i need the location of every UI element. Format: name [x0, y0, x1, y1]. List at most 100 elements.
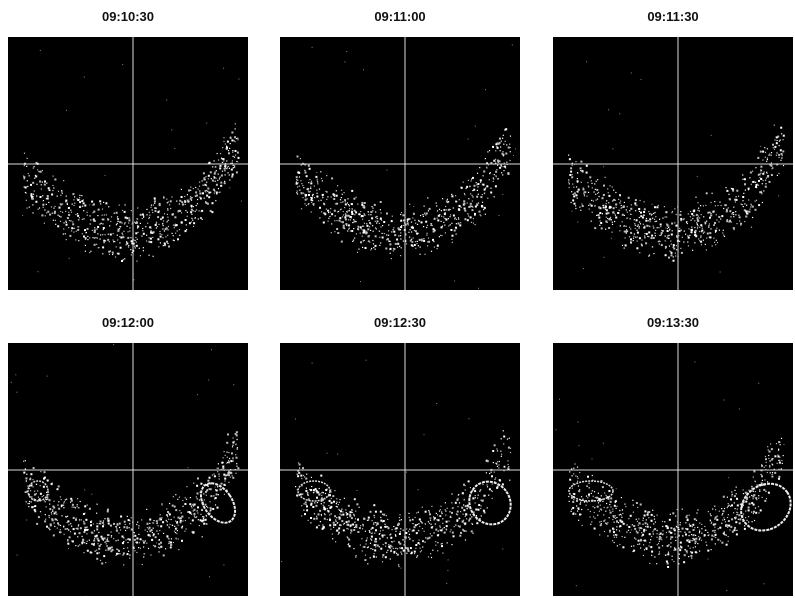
speckle	[446, 219, 447, 220]
speckle	[503, 155, 504, 156]
speckle	[743, 493, 744, 494]
speckle	[199, 182, 200, 183]
speckle	[737, 509, 738, 510]
speckle	[651, 536, 652, 537]
speckle	[446, 525, 448, 527]
speckle	[177, 521, 178, 522]
speckle	[587, 497, 588, 498]
speckle	[431, 557, 432, 558]
speckle	[201, 211, 202, 212]
speckle	[92, 230, 93, 231]
speckle	[449, 511, 450, 512]
speckle	[571, 497, 573, 499]
speckle	[97, 233, 98, 234]
speckle	[187, 216, 188, 217]
speckle	[618, 522, 619, 523]
speckle	[637, 236, 638, 237]
speckle	[613, 515, 615, 517]
speckle	[569, 187, 570, 188]
speckle	[39, 498, 40, 499]
speckle	[233, 437, 234, 438]
speckle	[638, 540, 640, 542]
speckle	[456, 519, 458, 521]
speckle	[745, 517, 746, 518]
speckle	[201, 509, 203, 511]
speckle	[455, 502, 457, 504]
speckle	[372, 520, 373, 521]
speckle	[395, 243, 397, 245]
speckle	[41, 214, 43, 216]
speckle	[444, 532, 446, 534]
speckle	[181, 212, 182, 213]
speckle	[580, 503, 581, 504]
speckle	[626, 229, 627, 230]
speckle	[342, 216, 343, 217]
speckle	[716, 228, 717, 229]
speckle	[468, 180, 469, 181]
speckle	[333, 193, 335, 195]
speckle	[226, 452, 227, 453]
speckle	[495, 159, 496, 160]
speckle	[397, 247, 398, 248]
speckle	[178, 211, 179, 212]
speckle	[86, 529, 88, 531]
speckle	[614, 537, 615, 538]
speckle	[166, 535, 168, 537]
speckle	[181, 516, 182, 517]
speckle	[401, 553, 402, 554]
speckle	[688, 237, 690, 239]
speckle	[605, 229, 606, 230]
speckle	[486, 185, 488, 187]
speckle	[676, 249, 677, 250]
speckle	[464, 210, 466, 212]
speckle	[568, 496, 569, 497]
speckle	[203, 172, 205, 174]
speckle	[615, 192, 616, 193]
speckle	[657, 533, 658, 534]
speckle	[665, 246, 667, 248]
speckle	[509, 144, 510, 145]
speckle	[306, 474, 307, 475]
speckle	[632, 524, 633, 525]
speckle	[619, 230, 620, 231]
speckle	[69, 235, 71, 237]
speckle	[356, 503, 358, 505]
speckle	[623, 523, 625, 525]
speckle	[616, 517, 617, 518]
speckle	[330, 208, 331, 209]
speckle	[417, 524, 418, 525]
speckle	[468, 520, 469, 521]
speckle	[783, 139, 784, 140]
speckle	[365, 230, 366, 231]
speckle	[374, 533, 375, 534]
speckle	[440, 527, 441, 528]
speckle	[123, 231, 124, 232]
speckle	[339, 524, 341, 526]
speckle	[108, 549, 110, 551]
speckle	[673, 561, 674, 562]
speckle	[724, 508, 725, 509]
speckle	[177, 238, 179, 240]
speckle	[589, 208, 590, 209]
speckle	[441, 210, 442, 211]
speckle	[35, 175, 36, 176]
speckle	[400, 229, 401, 230]
speckle	[409, 519, 411, 521]
noise	[133, 279, 134, 280]
speckle	[363, 240, 364, 241]
speckle	[655, 230, 656, 231]
speckle	[579, 489, 580, 490]
speckle	[628, 530, 629, 531]
speckle	[118, 553, 119, 554]
speckle	[734, 502, 735, 503]
speckle	[172, 233, 173, 234]
speckle	[38, 497, 39, 498]
noise	[233, 384, 234, 385]
speckle	[605, 221, 607, 223]
speckle	[146, 235, 147, 236]
speckle	[58, 485, 60, 487]
speckle	[659, 538, 661, 540]
speckle	[352, 524, 354, 526]
speckle	[422, 214, 423, 215]
speckle	[236, 138, 237, 139]
